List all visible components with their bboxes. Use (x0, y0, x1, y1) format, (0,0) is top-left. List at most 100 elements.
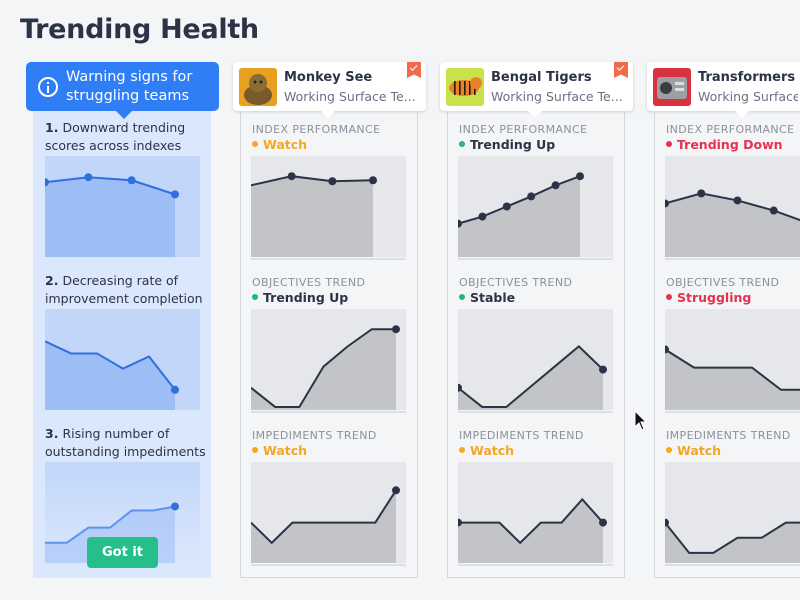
chart-point (769, 206, 778, 215)
metric-chart[interactable] (251, 309, 406, 410)
chart-area (665, 349, 800, 410)
metric-chart[interactable] (665, 309, 800, 410)
chart-point (458, 219, 462, 228)
metric-chart[interactable] (665, 156, 800, 257)
card-pointer (735, 111, 749, 118)
metric-status: Stable (459, 290, 515, 305)
team-subtitle: Working Surface Te... (284, 89, 416, 104)
chart-area (458, 346, 603, 410)
team-name: Transformers (698, 70, 796, 85)
chart-line (45, 176, 176, 196)
metric-chart[interactable] (251, 156, 406, 257)
chart-line (45, 340, 176, 391)
metric-chart[interactable] (458, 462, 613, 563)
status-dot-icon (459, 141, 465, 147)
chart-area (45, 341, 175, 410)
divider (665, 564, 800, 566)
got-it-button[interactable]: Got it (87, 537, 158, 568)
chart-point (287, 172, 296, 181)
chart-line (251, 175, 374, 187)
metric-label: INDEX PERFORMANCE (252, 123, 381, 136)
chart-point (733, 196, 742, 205)
chart-point (665, 345, 669, 354)
chart-point (551, 181, 560, 190)
status-dot-icon (666, 141, 672, 147)
monkey-image-art (239, 68, 277, 106)
divider (251, 258, 406, 260)
chart-area (45, 177, 175, 257)
chart-area (251, 176, 373, 257)
chart-line (458, 497, 604, 545)
status-dot-icon (459, 447, 465, 453)
metric-status: Watch (252, 443, 307, 458)
chart-point (458, 383, 462, 392)
info-icon (38, 77, 58, 97)
team-card[interactable]: Monkey See Working Surface Te... (233, 62, 426, 118)
metric-chart[interactable] (458, 309, 613, 410)
chart-line (458, 175, 581, 225)
metric-status: Watch (252, 137, 307, 152)
status-dot-icon (666, 294, 672, 300)
divider (251, 411, 406, 413)
metric-label: IMPEDIMENTS TREND (252, 429, 377, 442)
divider (251, 564, 406, 566)
chart-line (251, 328, 396, 408)
team-card[interactable]: Transformers Working Surface Te... (647, 62, 800, 118)
metric-status: Trending Up (459, 137, 555, 152)
metric-status: Struggling (666, 290, 751, 305)
chart-line (665, 348, 800, 391)
radio-image-art (653, 68, 691, 106)
status-dot-icon (252, 294, 258, 300)
sign-3-text: 3. Rising number of outstanding impedime… (45, 426, 206, 459)
chart-point (665, 518, 669, 527)
card-pointer (528, 111, 542, 118)
divider (458, 564, 613, 566)
warning-pointer (116, 111, 132, 119)
divider (458, 411, 613, 413)
chart-area (251, 490, 396, 563)
chart-point (697, 189, 706, 198)
radio-image (653, 68, 691, 106)
warning-title: Warning signs for struggling teams (66, 69, 193, 104)
chart-point (576, 172, 584, 181)
sign-1-text: 1. Downward trending scores across index… (45, 120, 186, 153)
chart-point (502, 202, 511, 211)
chart-point (171, 502, 179, 511)
metric-label: OBJECTIVES TREND (252, 276, 366, 289)
team-card[interactable]: Bengal Tigers Working Surface Te... (440, 62, 633, 118)
tiger-image (446, 68, 484, 106)
divider (665, 258, 800, 260)
chart-point (458, 518, 462, 527)
metric-status: Watch (459, 443, 514, 458)
mouse-cursor-icon (634, 410, 648, 431)
chart-area (458, 176, 580, 257)
chart-point (478, 212, 487, 221)
chart-point (392, 325, 400, 334)
metric-chart[interactable] (665, 462, 800, 563)
team-name: Bengal Tigers (491, 70, 592, 85)
status-dot-icon (252, 447, 258, 453)
bookmark-check-icon[interactable] (614, 62, 628, 78)
sign-2-text: 2. Decreasing rate of improvement comple… (45, 273, 203, 306)
chart-area (665, 193, 800, 257)
metric-label: INDEX PERFORMANCE (666, 123, 795, 136)
metric-label: IMPEDIMENTS TREND (459, 429, 584, 442)
bookmark-check-icon[interactable] (407, 62, 421, 78)
metric-status: Watch (666, 443, 721, 458)
chart-line (458, 345, 604, 408)
chart-line (45, 505, 176, 544)
sign-2-chart (45, 309, 200, 410)
chart-line (251, 489, 397, 545)
metric-label: IMPEDIMENTS TREND (666, 429, 791, 442)
sign-1-chart (45, 156, 200, 257)
chart-point (599, 365, 607, 374)
metric-chart[interactable] (251, 462, 406, 563)
team-name: Monkey See (284, 70, 373, 85)
chart-point (527, 192, 536, 201)
warning-header: Warning signs for struggling teams (26, 62, 219, 119)
metric-chart[interactable] (458, 156, 613, 257)
status-dot-icon (252, 141, 258, 147)
chart-point (328, 177, 337, 186)
chart-point (171, 190, 179, 199)
chart-area (458, 499, 603, 563)
